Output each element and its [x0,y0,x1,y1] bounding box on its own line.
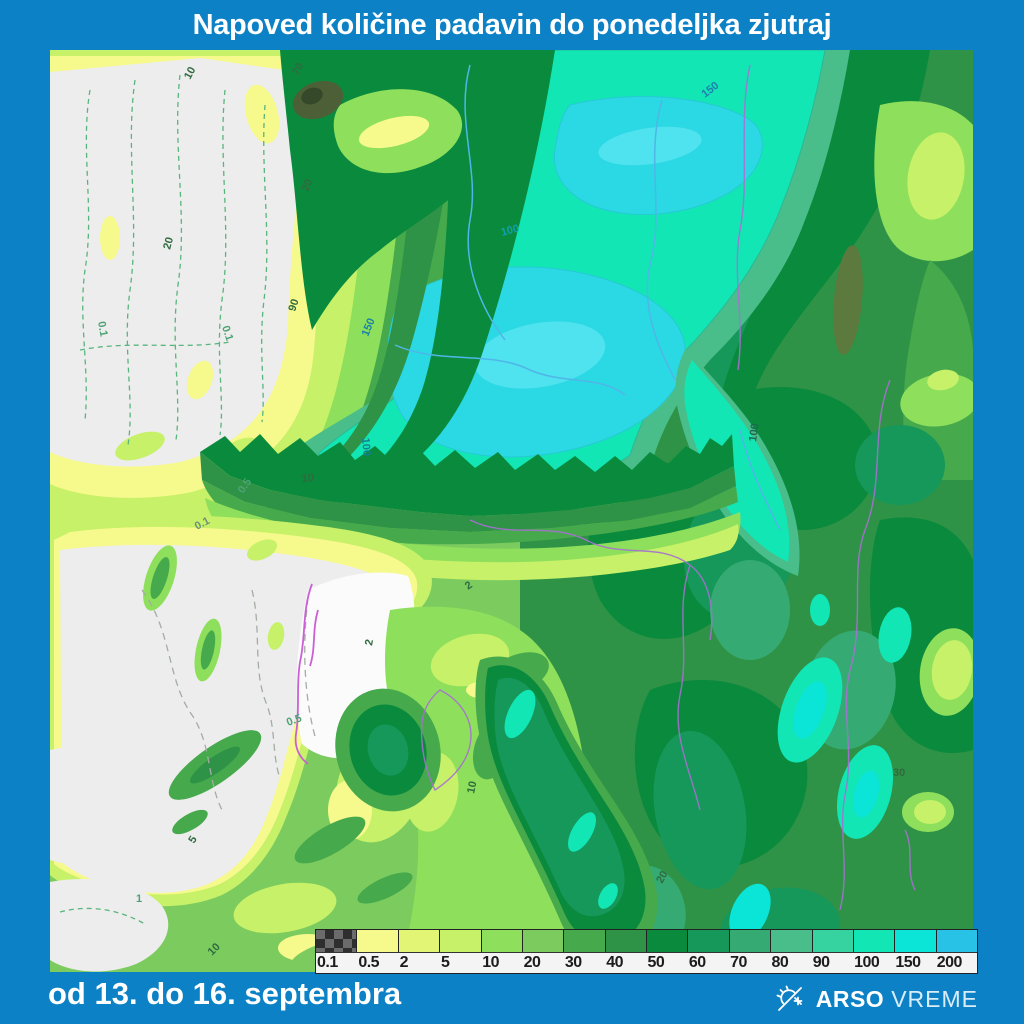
legend-label: 0.1 [317,954,338,971]
legend-swatch [440,930,482,952]
sun-snowflake-icon [776,985,803,1011]
legend-label: 100 [854,954,880,971]
arso-logo: ARSO VREME [775,984,978,1014]
legend-swatch [688,930,730,952]
legend-swatch [771,930,813,952]
contour-label: 90 [286,298,301,313]
legend-swatch [605,930,647,952]
contour-label: 30 [893,767,905,779]
legend-label: 2 [399,954,409,971]
legend-swatch [481,930,523,952]
date-range: od 13. do 16. septembra [48,976,402,1011]
map-linework [59,64,916,925]
legend-label: 10 [482,954,500,971]
legend-label: 90 [812,954,830,971]
contour-label: 70 [290,61,306,77]
contour-label: 100 [747,423,761,443]
legend-label: 50 [647,954,665,971]
legend-label: 40 [606,954,623,971]
legend-swatch [895,930,937,952]
legend-label: 150 [895,954,921,971]
legend-label: 5 [440,954,450,971]
contour-label: 2 [463,579,475,592]
contour-label: 2 [363,638,376,646]
contour-label: 20 [161,236,176,251]
contour-label: 0.1 [95,320,109,337]
brand-name-bold: ARSO [815,985,885,1012]
brand-name-light: VREME [891,985,978,1012]
legend-label: 0.5 [358,954,380,971]
legend-swatch [647,930,689,952]
precipitation-legend: 0.1 0.5 2 5 10 20 30 40 50 60 70 80 90 1… [315,929,978,974]
precipitation-map: 70 10 20 20 90 150 100 0.1 0.1 150 100 0… [50,50,973,972]
legend-label-row: 0.1 0.5 2 5 10 20 30 40 50 60 70 80 90 1… [316,953,977,973]
contour-label: 10 [301,472,314,485]
contour-label: 100 [500,223,521,239]
legend-label: 60 [688,954,706,971]
legend-label: 70 [730,954,747,971]
legend-label: 20 [523,954,541,971]
legend-swatch [812,930,854,952]
contour-label: 0.1 [219,324,235,342]
contour-label: 10 [182,65,198,81]
contour-label: 10 [465,780,479,794]
legend-swatch [853,930,896,952]
legend-label: 200 [936,954,963,971]
legend-swatch [936,930,977,952]
legend-swatch-row [316,930,977,953]
legend-label: 80 [771,954,789,971]
legend-label: 30 [564,954,582,971]
map-blobs [50,50,973,972]
contour-label: 0.5 [285,712,303,729]
map-title: Napoved količine padavin do ponedeljka z… [192,8,832,41]
legend-swatch [729,930,772,952]
legend-swatch [564,930,606,952]
contour-label: 20 [654,869,671,886]
contour-label: 5 [186,834,199,846]
legend-swatch [357,930,399,952]
contour-label: 1 [136,893,142,905]
contour-label: 20 [300,177,316,193]
precipitation-contour-plot: 70 10 20 20 90 150 100 0.1 0.1 150 100 0… [50,50,973,972]
legend-swatch [522,930,565,952]
title-bar: Napoved količine padavin do ponedeljka z… [0,0,1024,50]
contour-label: 100 [359,437,373,456]
legend-swatch [316,930,358,952]
legend-swatch [398,930,441,952]
